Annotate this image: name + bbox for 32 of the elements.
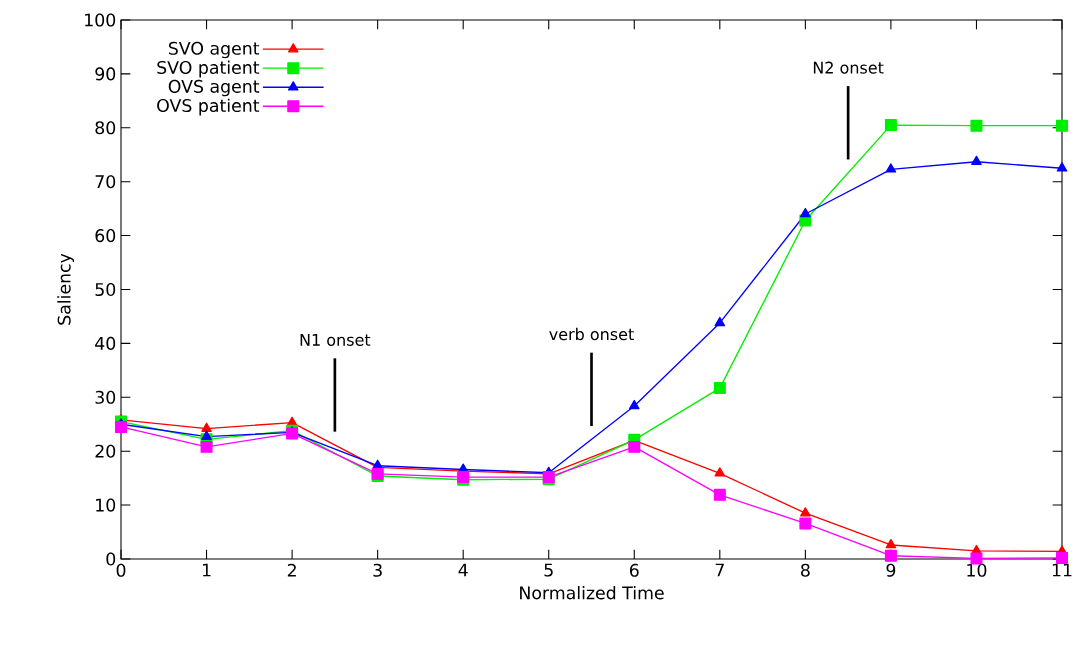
x-tick-label: 5 — [544, 563, 553, 577]
y-tick-label: 0 — [106, 552, 116, 566]
legend-label: OVS agent — [168, 79, 260, 97]
x-tick-label: 4 — [458, 563, 468, 577]
legend-label: SVO patient — [157, 60, 260, 78]
x-tick-label: 6 — [629, 563, 639, 577]
x-tick-label: 2 — [287, 563, 296, 577]
x-tick-label: 3 — [373, 563, 382, 577]
y-tick-label: 100 — [85, 13, 116, 27]
x-tick-label: 9 — [886, 563, 896, 577]
x-tick-label: 11 — [1052, 563, 1072, 577]
y-tick-label: 10 — [96, 498, 116, 512]
x-tick-label: 7 — [715, 563, 724, 577]
y-tick-label: 60 — [95, 229, 116, 243]
x-tick-label: 8 — [801, 563, 810, 577]
y-tick-label: 30 — [95, 390, 116, 404]
y-axis-title: Saliency — [57, 253, 75, 325]
x-tick-label: 0 — [116, 563, 126, 577]
y-tick-label: 40 — [95, 336, 116, 350]
x-tick-label: 1 — [202, 563, 211, 577]
legend-label: OVS patient — [157, 98, 260, 116]
x-tick-label: 10 — [967, 563, 987, 577]
y-tick-label: 80 — [95, 121, 116, 135]
y-tick-label: 70 — [95, 175, 116, 189]
ref-line-label: N2 onset — [813, 61, 884, 74]
ref-line-label: N1 onset — [300, 333, 371, 346]
x-axis-title: Normalized Time — [520, 585, 664, 600]
y-tick-label: 50 — [95, 282, 116, 297]
y-tick-label: 20 — [95, 444, 116, 458]
ref-line-label: verb onset — [549, 327, 634, 341]
y-tick-label: 90 — [95, 67, 116, 81]
legend-label: SVO agent — [168, 41, 260, 59]
